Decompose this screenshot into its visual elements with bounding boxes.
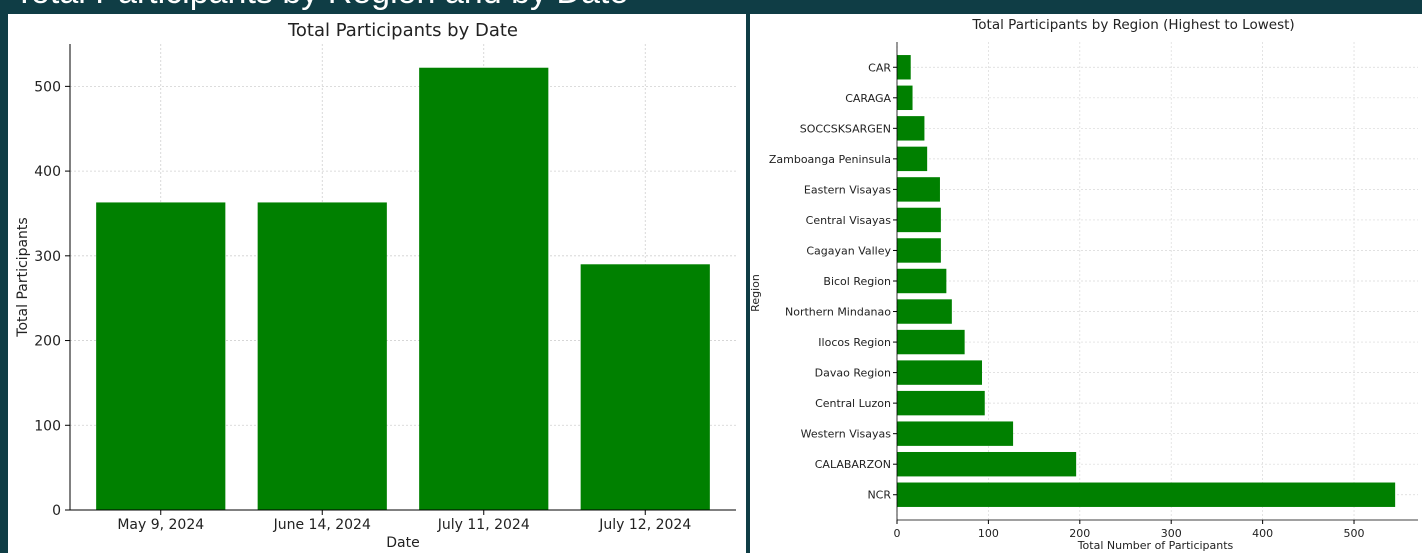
bar xyxy=(897,238,941,263)
x-tick-label: June 14, 2024 xyxy=(273,517,371,533)
bar xyxy=(580,264,710,510)
y-tick-label: CALABARZON xyxy=(815,458,891,471)
bar xyxy=(897,55,911,80)
region-bar-chart: NCR CALABARZON Western Visayas Central Luzo… xyxy=(750,17,1418,552)
y-axis-label: Total Participants xyxy=(15,217,31,337)
bar xyxy=(257,202,387,510)
x-tick-label: 400 xyxy=(1252,527,1273,540)
y-tick-label: Central Visayas xyxy=(806,214,892,227)
x-tick-label: May 9, 2024 xyxy=(117,517,204,533)
bar xyxy=(897,299,952,324)
bar xyxy=(897,421,1014,446)
y-tick-label: NCR xyxy=(867,489,891,502)
y-tick-label: 300 xyxy=(34,249,61,265)
bar xyxy=(96,202,226,510)
y-tick-label: 0 xyxy=(52,503,61,519)
bar xyxy=(897,360,983,385)
x-axis-label: Total Number of Participants xyxy=(1077,539,1234,552)
bar xyxy=(897,329,965,355)
y-axis-label: Region xyxy=(750,274,762,312)
bar xyxy=(897,268,947,294)
x-tick-label: 0 xyxy=(894,527,901,540)
x-axis-label: Date xyxy=(386,535,419,551)
y-tick-label: Zamboanga Peninsula xyxy=(769,153,891,166)
x-tick-label: 200 xyxy=(1069,527,1090,540)
slide-title: Total Participants by Region and by Date xyxy=(14,0,628,12)
y-tick-label: SOCCSKSARGEN xyxy=(800,122,891,135)
bar xyxy=(897,390,985,416)
chart-title: Total Participants by Date xyxy=(287,20,518,41)
bar xyxy=(897,85,913,111)
y-tick-label: Ilocos Region xyxy=(818,336,891,349)
x-tick-label: 500 xyxy=(1344,527,1365,540)
chart-title: Total Participants by Region (Highest to… xyxy=(971,17,1294,33)
bar xyxy=(419,67,549,510)
y-tick-label: Northern Mindanao xyxy=(785,306,891,319)
region-chart-panel: NCR CALABARZON Western Visayas Central Luzo… xyxy=(750,14,1422,553)
y-tick-label: Bicol Region xyxy=(823,275,891,288)
y-tick-label: CARAGA xyxy=(845,92,891,105)
x-tick-label: July 12, 2024 xyxy=(598,517,691,533)
y-tick-label: Cagayan Valley xyxy=(806,244,891,257)
y-tick-label: 100 xyxy=(34,418,61,434)
y-tick-label: 400 xyxy=(34,164,61,180)
y-tick-label: Eastern Visayas xyxy=(804,183,891,196)
bar xyxy=(897,177,940,202)
x-tick-label: 300 xyxy=(1161,527,1182,540)
y-tick-label: 200 xyxy=(34,334,61,350)
bar xyxy=(897,207,941,233)
bar xyxy=(897,146,928,172)
bar xyxy=(897,116,925,141)
y-tick-label: 500 xyxy=(34,79,61,95)
y-tick-label: Western Visayas xyxy=(801,428,892,441)
x-tick-label: July 11, 2024 xyxy=(437,517,530,533)
x-tick-label: 100 xyxy=(978,527,999,540)
bar xyxy=(897,451,1077,477)
bar xyxy=(897,482,1396,507)
date-bar-chart: 0 100 200 300 400 500 May 9, 2024 June 14, 2024… xyxy=(15,20,736,551)
date-chart-panel: 0 100 200 300 400 500 May 9, 2024 June 14, 2024… xyxy=(8,14,746,553)
y-tick-label: Davao Region xyxy=(815,367,891,380)
y-tick-label: Central Luzon xyxy=(815,397,891,410)
y-tick-label: CAR xyxy=(868,61,891,74)
